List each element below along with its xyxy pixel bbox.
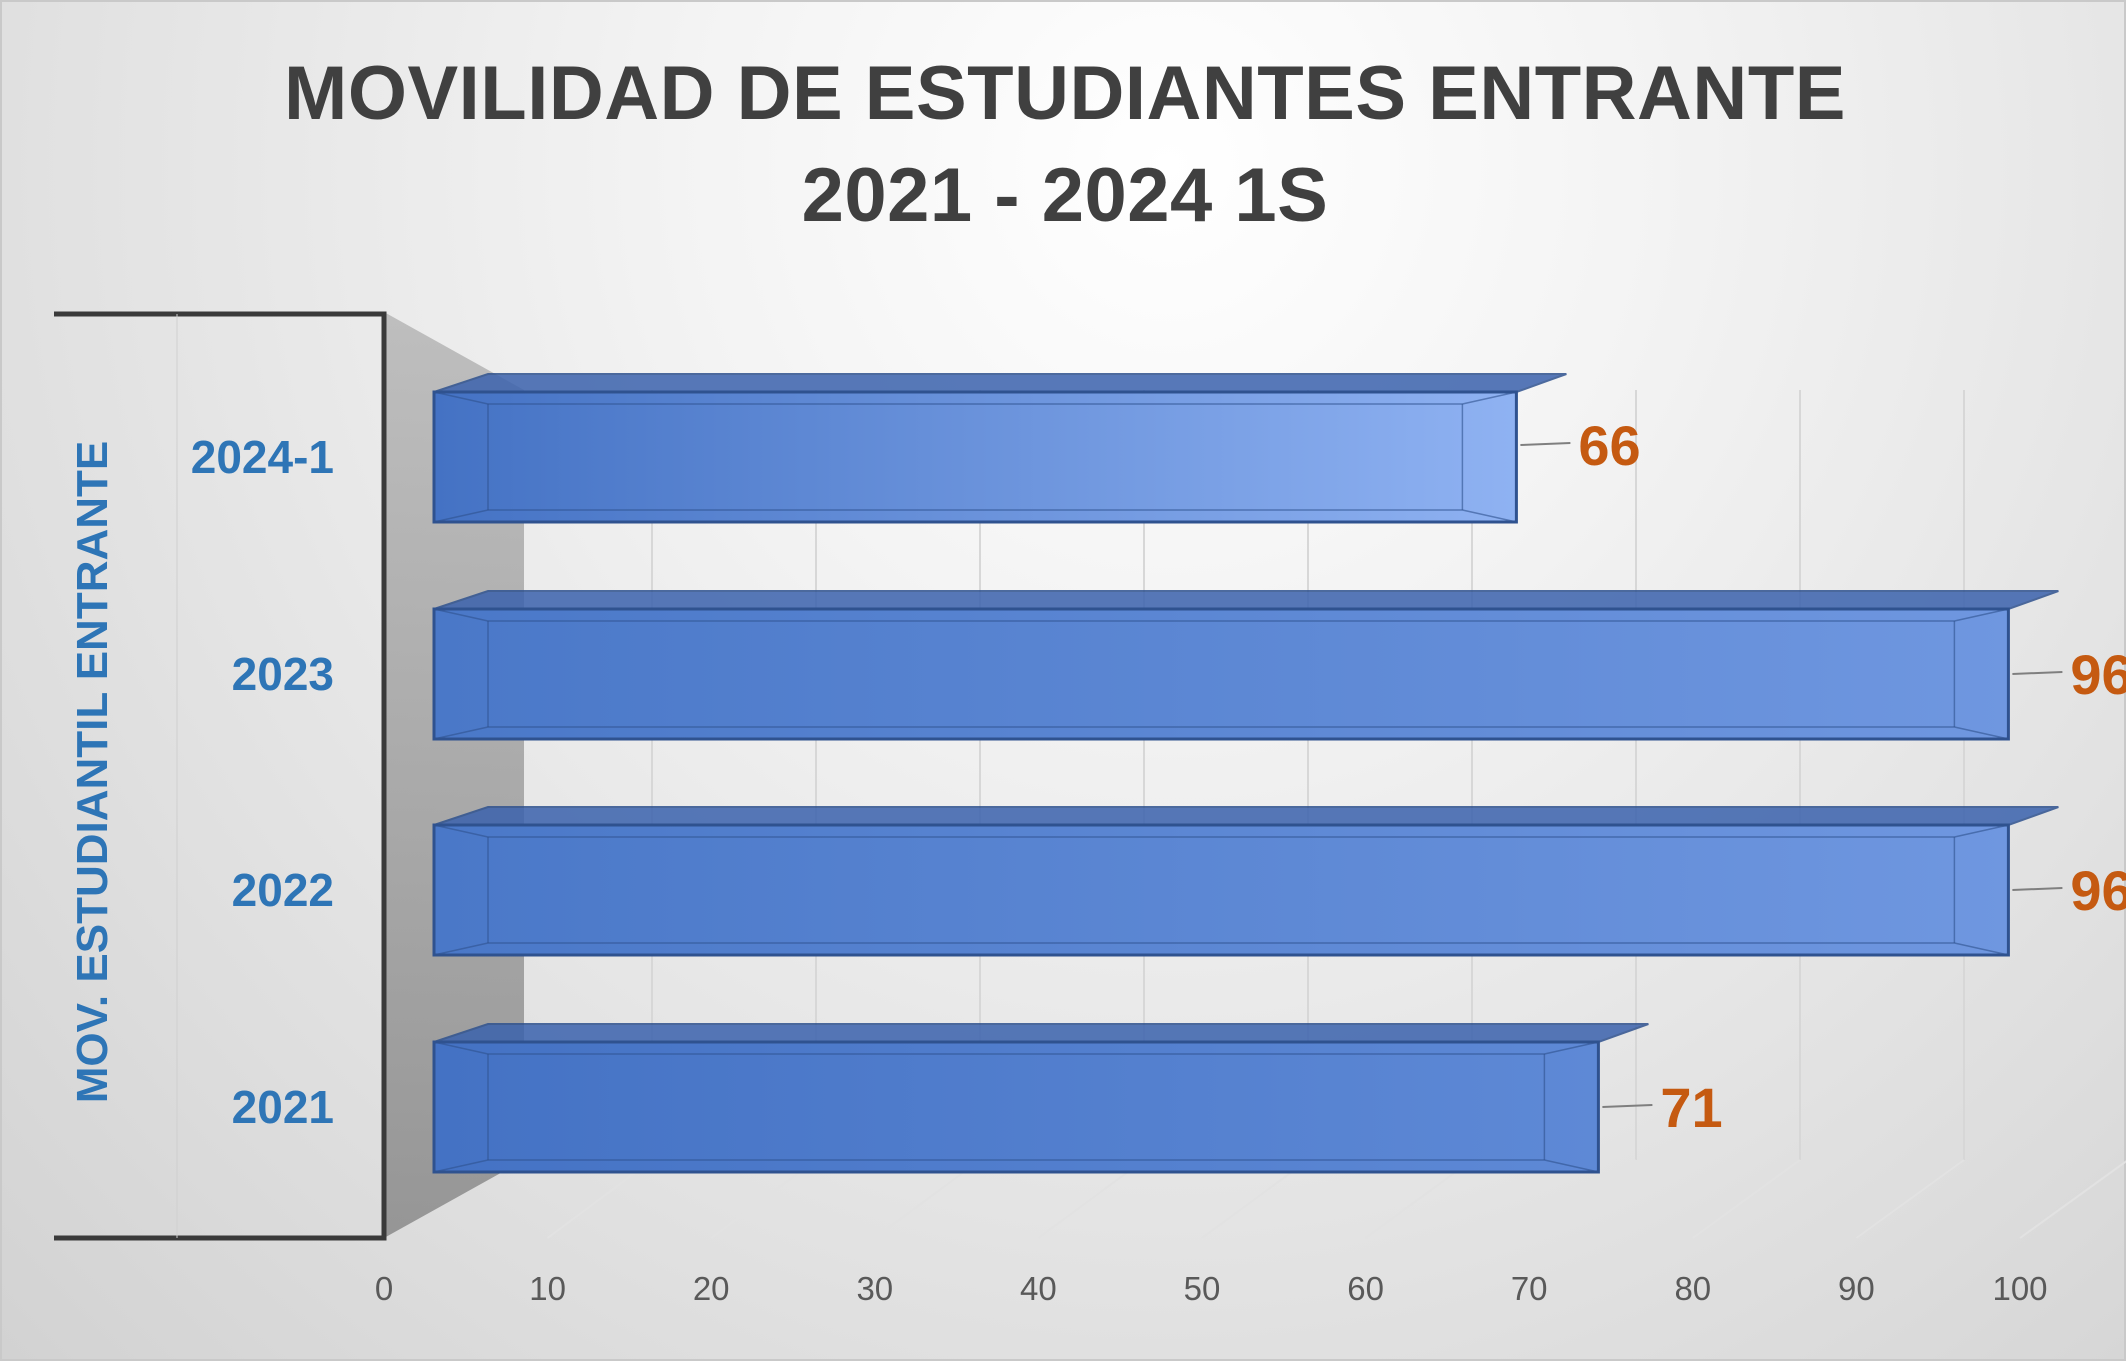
data-label-leader xyxy=(2012,671,2063,675)
data-label: 96 xyxy=(2070,643,2126,706)
bar-front-face xyxy=(432,1040,1600,1174)
bar-front-face xyxy=(432,607,2010,741)
labels: 71 2021 96 2022 96 2023 66 2024-1 0 10 20 30 40 50 60 7… xyxy=(68,414,2126,1307)
side-wall xyxy=(384,312,524,1238)
data-label: 96 xyxy=(2070,859,2126,922)
bar-bevel xyxy=(1462,509,1517,523)
x-tick-label: 50 xyxy=(1184,1270,1221,1307)
x-tick-label: 0 xyxy=(375,1270,393,1307)
x-tick-label: 80 xyxy=(1674,1270,1711,1307)
bar-bevel xyxy=(433,509,489,523)
bar xyxy=(432,1023,1649,1174)
x-tick-label: 10 xyxy=(529,1270,566,1307)
data-label: 66 xyxy=(1578,414,1640,477)
category-label: 2023 xyxy=(232,648,334,700)
bar-bevel xyxy=(1462,391,1517,405)
category-label: 2021 xyxy=(232,1081,334,1133)
bar-bevel xyxy=(1954,942,2009,956)
bar-top-face xyxy=(433,1023,1649,1043)
bar-bevel xyxy=(433,824,489,838)
bar-bevel xyxy=(1544,1041,1599,1055)
data-label-leader xyxy=(2012,887,2063,891)
bar-bevel xyxy=(1954,824,2009,838)
category-label: 2022 xyxy=(232,864,334,916)
category-label: 2024-1 xyxy=(191,431,334,483)
floor-gridline xyxy=(1692,1159,1801,1239)
x-tick-label: 90 xyxy=(1838,1270,1875,1307)
bar-front-face xyxy=(432,823,2010,957)
bar-top-face xyxy=(433,806,2059,826)
bar-bevel xyxy=(1954,726,2009,740)
axis-frame xyxy=(54,311,387,1241)
floor-gridline xyxy=(1855,1159,1965,1239)
bar-top-face xyxy=(433,590,2059,610)
bar-bevel xyxy=(433,1159,489,1173)
bar-bevel xyxy=(433,608,489,622)
y-axis-title: MOV. ESTUDIANTIL ENTRANTE xyxy=(68,441,117,1104)
bar-front-face xyxy=(432,390,1518,524)
bar-bevel xyxy=(433,942,489,956)
chart-title-line-1: MOVILIDAD DE ESTUDIANTES ENTRANTE xyxy=(284,51,1846,136)
data-label: 71 xyxy=(1660,1076,1722,1139)
x-tick-label: 20 xyxy=(693,1270,730,1307)
bar-top-face xyxy=(433,373,1567,393)
bar-bevel xyxy=(433,391,489,405)
bars xyxy=(432,373,2059,1174)
axis-wall xyxy=(54,311,524,1241)
bar xyxy=(432,590,2059,741)
x-tick-label: 70 xyxy=(1511,1270,1548,1307)
chart-title-line-2: 2021 - 2024 1S xyxy=(801,153,1329,238)
bar xyxy=(432,806,2059,957)
bar-bevel xyxy=(1544,1159,1599,1173)
bar-bevel xyxy=(433,1041,489,1055)
floor-gridline xyxy=(1528,1159,1637,1239)
bar-bevel xyxy=(433,726,489,740)
data-label-leader xyxy=(1520,442,1571,446)
data-label-leader xyxy=(1602,1104,1653,1108)
x-tick-label: 30 xyxy=(856,1270,893,1307)
bar-bevel xyxy=(1954,608,2009,622)
bar xyxy=(432,373,1567,524)
x-tick-label: 40 xyxy=(1020,1270,1057,1307)
x-tick-label: 60 xyxy=(1347,1270,1384,1307)
floor-gridline xyxy=(2019,1160,2126,1239)
x-tick-label: 100 xyxy=(1992,1270,2047,1307)
